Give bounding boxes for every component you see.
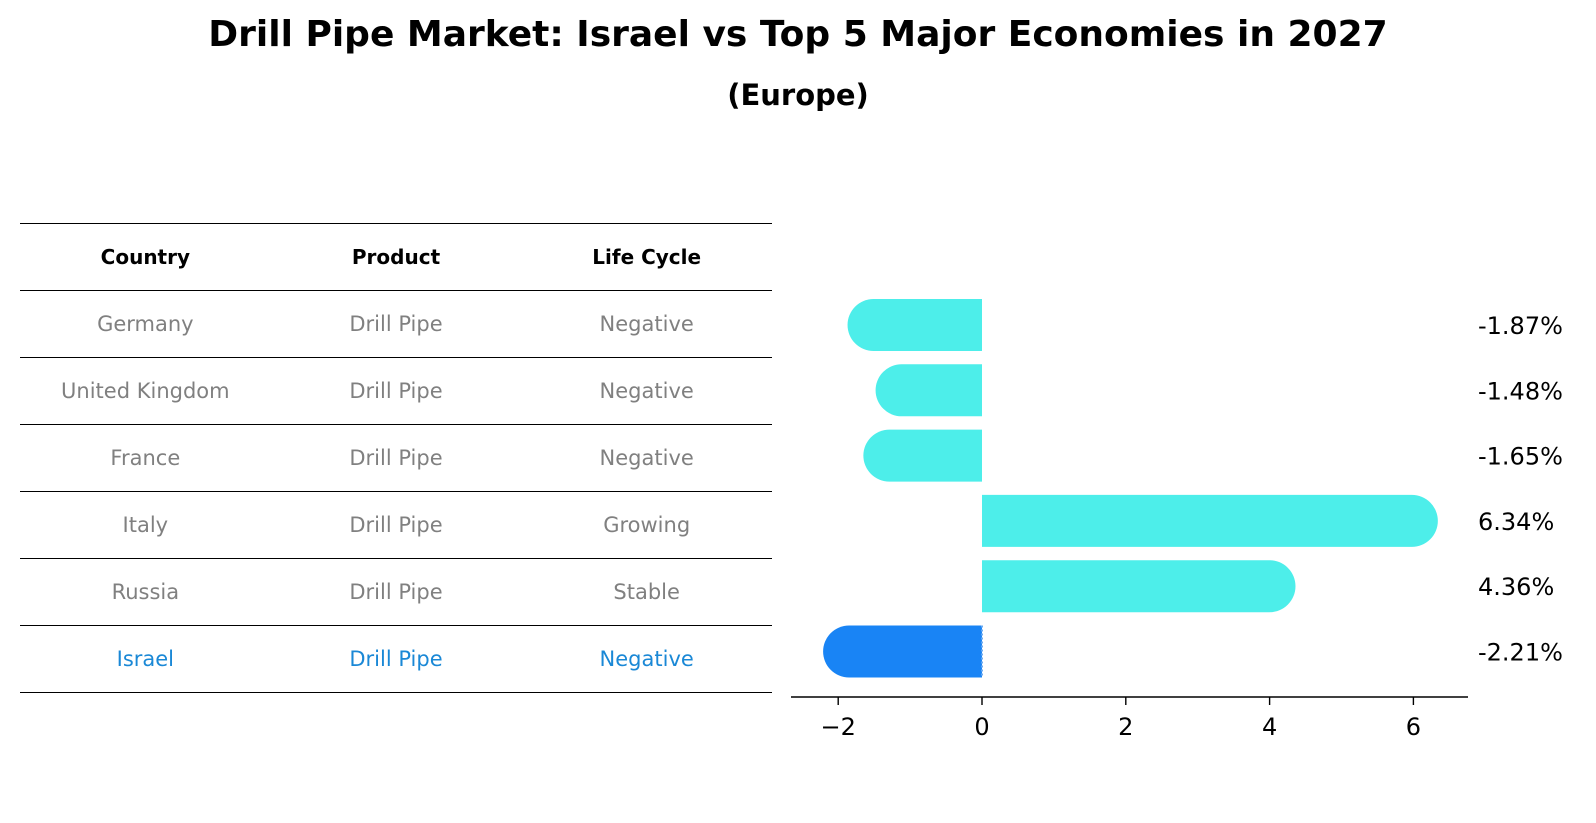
table-row: France Drill Pipe Negative: [20, 425, 772, 492]
country-cell: Israel: [116, 647, 175, 671]
product-cell: Drill Pipe: [349, 379, 443, 403]
life-cycle-cell: Negative: [599, 379, 694, 403]
life-cycle-cell: Negative: [599, 647, 694, 671]
x-tick-label: −2: [821, 713, 856, 741]
bar-israel: [823, 625, 982, 678]
x-tick-label: 0: [974, 713, 989, 741]
life-cycle-cell: Negative: [599, 446, 694, 470]
data-label: 4.36%: [1478, 573, 1554, 601]
life-cycle-cell: Growing: [603, 513, 691, 537]
table-row: United Kingdom Drill Pipe Negative: [20, 358, 772, 425]
product-cell: Drill Pipe: [349, 312, 443, 336]
bar-germany: [847, 299, 982, 351]
country-cell: France: [110, 446, 181, 470]
product-cell: Drill Pipe: [349, 580, 443, 604]
header-life-cycle: Life Cycle: [592, 245, 702, 269]
product-cell: Drill Pipe: [349, 513, 443, 537]
data-label: -1.48%: [1478, 377, 1563, 405]
x-tick-label: 6: [1406, 713, 1421, 741]
data-label: -1.87%: [1478, 312, 1563, 340]
table-row: Russia Drill Pipe Stable: [20, 559, 772, 626]
country-table: Country Product Life Cycle Germany Drill…: [20, 223, 772, 693]
table-header-row: Country Product Life Cycle: [20, 223, 772, 291]
table-row: Italy Drill Pipe Growing: [20, 492, 772, 559]
header-product: Product: [351, 245, 441, 269]
product-cell: Drill Pipe: [349, 446, 443, 470]
table-row-highlight: Israel Drill Pipe Negative: [20, 626, 772, 693]
bar-italy: [982, 494, 1438, 547]
bar-france: [863, 429, 982, 482]
country-cell: Italy: [122, 513, 169, 537]
life-cycle-cell: Negative: [599, 312, 694, 336]
data-label: 6.34%: [1478, 508, 1554, 536]
life-cycle-cell: Stable: [613, 580, 680, 604]
chart-title: Drill Pipe Market: Israel vs Top 5 Major…: [208, 14, 1388, 55]
chart-subtitle: (Europe): [727, 78, 869, 112]
x-tick-label: 4: [1262, 713, 1277, 741]
product-cell: Drill Pipe: [349, 647, 443, 671]
x-tick-label: 2: [1118, 713, 1133, 741]
data-label: -1.65%: [1478, 443, 1563, 471]
bar-united-kingdom: [875, 364, 982, 417]
country-cell: Russia: [111, 580, 180, 604]
data-label: -2.21%: [1478, 639, 1563, 667]
table-row: Germany Drill Pipe Negative: [20, 291, 772, 358]
country-cell: United Kingdom: [61, 379, 230, 403]
country-cell: Germany: [97, 312, 194, 336]
bar-russia: [982, 560, 1296, 613]
header-country: Country: [100, 245, 191, 269]
